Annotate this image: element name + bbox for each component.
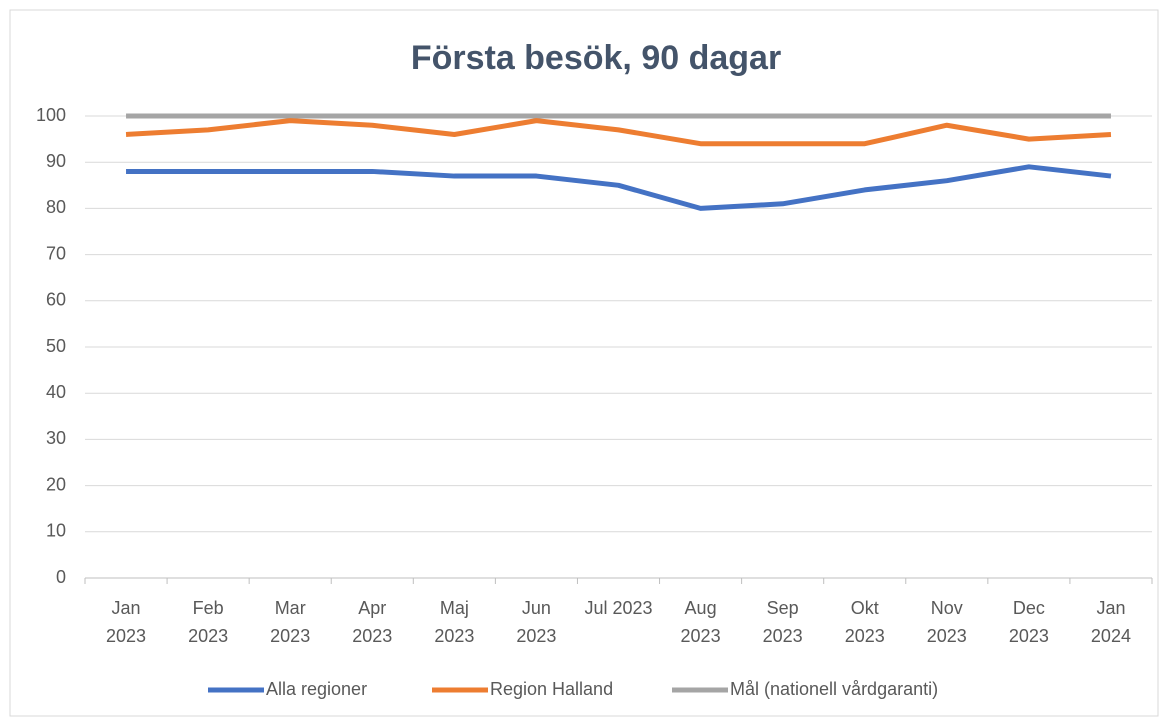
y-tick-label: 80 [46, 197, 66, 217]
legend-label: Region Halland [490, 679, 613, 699]
legend-label: Mål (nationell vårdgaranti) [730, 679, 938, 699]
y-tick-label: 90 [46, 151, 66, 171]
x-tick-label: Jun 2023 [516, 598, 557, 646]
x-tick-label: Jan 2024 [1090, 598, 1131, 646]
y-tick-label: 10 [46, 521, 66, 541]
y-tick-label: 40 [46, 382, 66, 402]
x-tick-label: Aug 2023 [680, 598, 721, 646]
x-tick-label: Feb 2023 [188, 598, 229, 646]
x-tick-label: Maj 2023 [434, 598, 475, 646]
x-tick-label: Nov 2023 [926, 598, 967, 646]
legend-label: Alla regioner [266, 679, 367, 699]
y-tick-label: 60 [46, 290, 66, 310]
x-tick-label: Jan 2023 [106, 598, 147, 646]
y-tick-label: 50 [46, 336, 66, 356]
y-tick-label: 30 [46, 428, 66, 448]
x-tick-label: Mar 2023 [270, 598, 311, 646]
y-tick-label: 100 [36, 105, 66, 125]
x-tick-label: Jul 2023 [584, 598, 653, 618]
x-tick-label: Okt 2023 [844, 598, 885, 646]
y-tick-label: 70 [46, 243, 66, 263]
y-tick-label: 20 [46, 474, 66, 494]
x-tick-label: Apr 2023 [352, 598, 393, 646]
series-line [125, 118, 1112, 147]
series-line [126, 164, 1112, 211]
chart-title: Första besök, 90 dagar [411, 39, 781, 77]
x-tick-label: Sep 2023 [762, 598, 803, 646]
y-tick-label: 0 [56, 567, 66, 587]
x-tick-label: Dec 2023 [1008, 598, 1049, 646]
